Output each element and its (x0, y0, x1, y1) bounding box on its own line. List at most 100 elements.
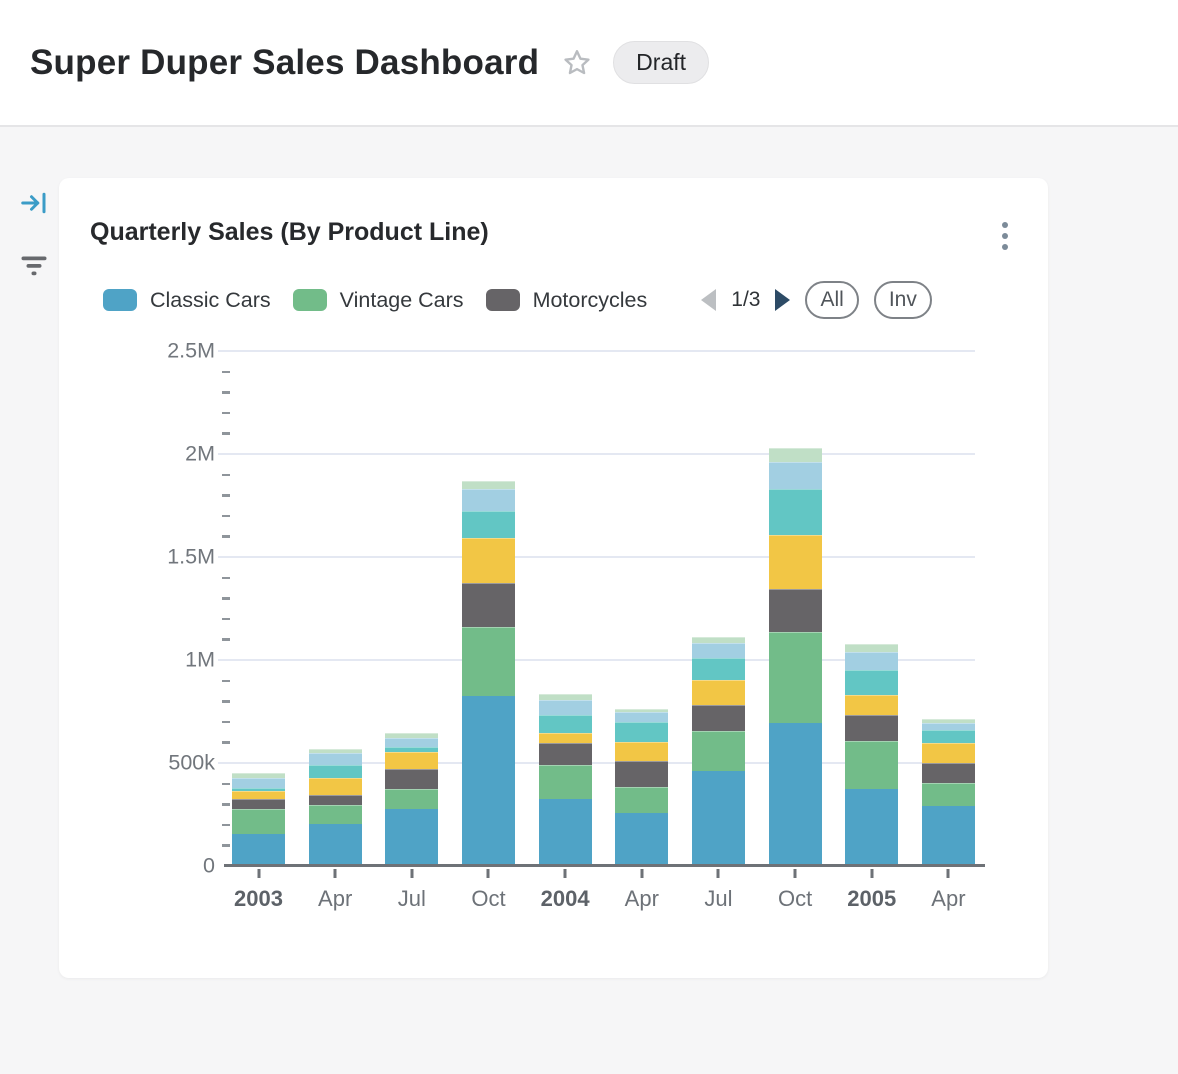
bar-segment-unlabeled-series-lightblue[interactable] (538, 700, 592, 716)
bar-segment-vintage-cars[interactable] (768, 631, 822, 724)
bar-segment-unlabeled-series-palegreen[interactable] (845, 644, 899, 652)
bar-segment-unlabeled-series-teal[interactable] (691, 657, 745, 681)
bar-segment-unlabeled-series-lightblue[interactable] (921, 723, 975, 731)
bar-segment-classic-cars[interactable] (385, 808, 439, 866)
bar-apr-5[interactable]: Apr (615, 351, 669, 911)
bar-segment-unlabeled-series-yellow[interactable] (232, 791, 285, 800)
bar-segment-motorcycles[interactable] (691, 704, 745, 731)
bar-segment-vintage-cars[interactable] (921, 783, 975, 807)
bar-segment-motorcycles[interactable] (461, 583, 515, 627)
bar-segment-motorcycles[interactable] (385, 768, 439, 790)
bar-segment-vintage-cars[interactable] (538, 764, 592, 800)
bar-segment-classic-cars[interactable] (921, 806, 975, 866)
bar-segment-unlabeled-series-palegreen[interactable] (538, 694, 592, 701)
bar-segment-unlabeled-series-palegreen[interactable] (921, 718, 975, 724)
bar-segment-classic-cars[interactable] (845, 789, 899, 866)
y-axis-minor-tick (222, 679, 230, 683)
bar-segment-unlabeled-series-palegreen[interactable] (232, 773, 285, 779)
bar-segment-vintage-cars[interactable] (845, 741, 899, 790)
bar-segment-unlabeled-series-lightblue[interactable] (232, 778, 285, 788)
bar-2003-0[interactable]: 2003 (232, 351, 285, 911)
bar-segment-unlabeled-series-yellow[interactable] (768, 535, 822, 589)
bar-segment-unlabeled-series-teal[interactable] (308, 764, 362, 779)
bar-apr-1[interactable]: Apr (308, 351, 362, 911)
legend-item-classic-cars[interactable]: Classic Cars (103, 288, 271, 313)
bar-segment-unlabeled-series-yellow[interactable] (308, 778, 362, 796)
bar-segment-classic-cars[interactable] (461, 695, 515, 866)
bar-segment-unlabeled-series-lightblue[interactable] (461, 489, 515, 512)
bar-segment-unlabeled-series-yellow[interactable] (461, 538, 515, 584)
bar-segment-vintage-cars[interactable] (385, 789, 439, 809)
x-axis-label: 2003 (234, 886, 283, 911)
legend-prev-icon[interactable] (701, 289, 717, 311)
bar-segment-classic-cars[interactable] (308, 823, 362, 866)
bar-segment-unlabeled-series-palegreen[interactable] (461, 481, 515, 490)
bar-segment-unlabeled-series-lightblue[interactable] (768, 461, 822, 490)
y-axis-minor-tick (222, 844, 230, 847)
filter-icon[interactable] (19, 249, 49, 284)
bar-segment-unlabeled-series-teal[interactable] (845, 669, 899, 696)
legend-next-icon[interactable] (775, 289, 791, 311)
legend-label: Vintage Cars (339, 287, 464, 312)
legend-item-motorcycles[interactable]: Motorcycles (485, 288, 647, 313)
bar-segment-unlabeled-series-teal[interactable] (461, 511, 515, 539)
bar-segment-unlabeled-series-yellow[interactable] (385, 751, 439, 769)
kebab-menu-icon[interactable] (992, 218, 1018, 254)
bar-segment-unlabeled-series-palegreen[interactable] (615, 708, 669, 713)
bar-segment-classic-cars[interactable] (615, 813, 669, 866)
bar-segment-classic-cars[interactable] (232, 833, 285, 866)
legend-inv-button[interactable]: Inv (873, 281, 932, 319)
bar-apr-9[interactable]: Apr (921, 351, 975, 911)
bar-segment-unlabeled-series-teal[interactable] (385, 746, 439, 752)
bar-segment-unlabeled-series-teal[interactable] (921, 730, 975, 744)
bar-segment-unlabeled-series-lightblue[interactable] (308, 753, 362, 765)
bar-segment-unlabeled-series-teal[interactable] (232, 787, 285, 792)
bar-segment-unlabeled-series-yellow[interactable] (538, 732, 592, 744)
bar-segment-classic-cars[interactable] (538, 799, 592, 866)
bar-segment-unlabeled-series-lightblue[interactable] (615, 712, 669, 723)
bar-segment-motorcycles[interactable] (232, 799, 285, 809)
y-axis-minor-tick (222, 576, 230, 580)
bar-segment-motorcycles[interactable] (921, 762, 975, 784)
favorite-star-icon[interactable] (561, 47, 593, 79)
bar-segment-vintage-cars[interactable] (232, 808, 285, 834)
bar-segment-motorcycles[interactable] (615, 760, 669, 787)
bar-segment-vintage-cars[interactable] (461, 626, 515, 696)
legend-page-indicator: 1/3 (731, 288, 761, 311)
bar-segment-unlabeled-series-yellow[interactable] (691, 680, 745, 705)
bar-segment-unlabeled-series-palegreen[interactable] (308, 749, 362, 754)
legend-all-button[interactable]: All (805, 281, 859, 319)
bar-segment-vintage-cars[interactable] (308, 805, 362, 824)
bar-segment-motorcycles[interactable] (768, 588, 822, 632)
bar-oct-3[interactable]: Oct (461, 351, 515, 911)
bar-jul-2[interactable]: Jul (385, 351, 439, 911)
bar-oct-7[interactable]: Oct (768, 351, 822, 911)
collapse-panel-icon[interactable] (19, 188, 49, 223)
bar-segment-vintage-cars[interactable] (615, 786, 669, 814)
bar-segment-unlabeled-series-yellow[interactable] (921, 743, 975, 763)
x-axis-tick (563, 869, 567, 878)
bar-segment-classic-cars[interactable] (691, 771, 745, 866)
legend-item-vintage-cars[interactable]: Vintage Cars (292, 287, 464, 313)
bar-2005-8[interactable]: 2005 (845, 351, 899, 911)
bar-segment-motorcycles[interactable] (845, 714, 899, 742)
bar-segment-unlabeled-series-lightblue[interactable] (385, 737, 439, 747)
bar-segment-classic-cars[interactable] (768, 723, 822, 866)
bar-segment-unlabeled-series-yellow[interactable] (615, 742, 669, 761)
bar-segment-unlabeled-series-teal[interactable] (615, 722, 669, 743)
stacked-bar-chart: 0 500k 1M 1.5M 2M 2.5M 2003 Apr Jul Oct 2004 Apr Jul… (167, 339, 985, 911)
bar-segment-unlabeled-series-teal[interactable] (538, 715, 592, 733)
bar-segment-unlabeled-series-lightblue[interactable] (691, 643, 745, 658)
bar-segment-unlabeled-series-yellow[interactable] (845, 695, 899, 715)
bar-segment-vintage-cars[interactable] (691, 730, 745, 772)
bar-segment-unlabeled-series-teal[interactable] (768, 489, 822, 536)
bar-jul-6[interactable]: Jul (691, 351, 745, 911)
x-axis-label: Oct (777, 886, 813, 911)
bar-2004-4[interactable]: 2004 (538, 351, 592, 911)
bar-segment-unlabeled-series-lightblue[interactable] (845, 651, 899, 670)
bar-segment-motorcycles[interactable] (308, 795, 362, 806)
bar-segment-unlabeled-series-palegreen[interactable] (385, 732, 439, 738)
bar-segment-motorcycles[interactable] (538, 743, 592, 765)
bar-segment-unlabeled-series-palegreen[interactable] (691, 637, 745, 644)
bar-segment-unlabeled-series-palegreen[interactable] (768, 448, 822, 462)
